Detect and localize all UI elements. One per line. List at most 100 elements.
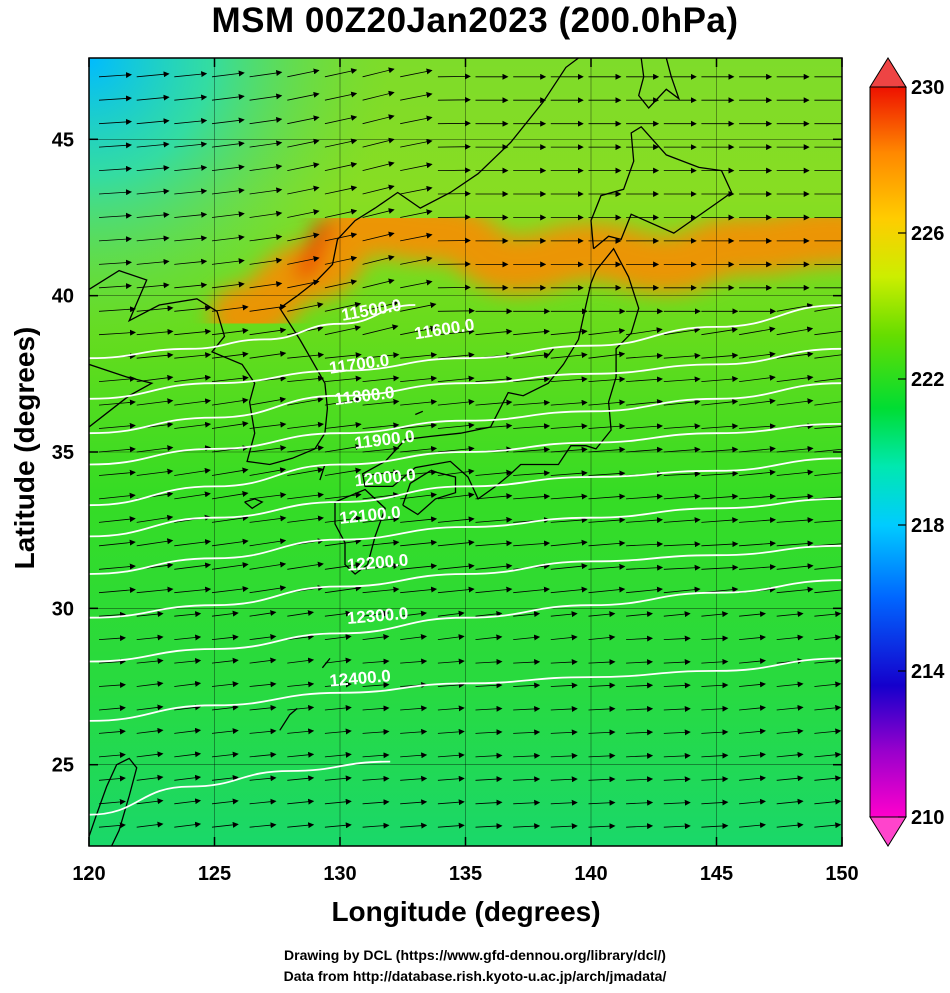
wind-arrow — [701, 398, 739, 406]
wind-arrow — [626, 705, 654, 712]
wind-arrow — [588, 729, 616, 736]
wind-arrow — [814, 330, 842, 336]
wind-arrow — [174, 798, 202, 805]
contour-line — [89, 657, 842, 722]
wind-arrow — [174, 658, 202, 664]
wind-arrow — [776, 303, 814, 312]
wind-arrow — [814, 751, 842, 758]
wind-arrow — [550, 659, 578, 666]
wind-arrow — [513, 540, 551, 547]
wind-arrow — [211, 234, 245, 242]
wind-arrow — [324, 562, 362, 570]
wind-arrow — [98, 329, 136, 336]
wind-arrow — [588, 540, 626, 547]
wind-arrow — [588, 399, 626, 406]
wind-arrow — [136, 141, 170, 148]
wind-arrow — [626, 327, 663, 336]
wind-arrow — [588, 823, 616, 830]
wind-arrow — [174, 71, 208, 78]
contour-line — [89, 347, 842, 435]
wind-arrow — [287, 232, 320, 242]
wind-arrow — [249, 257, 283, 265]
wind-arrow — [513, 446, 551, 453]
y-tick-label: 45 — [52, 129, 74, 151]
x-tick-label: 135 — [449, 863, 482, 885]
wind-arrow — [814, 306, 842, 312]
wind-arrow — [98, 72, 132, 79]
wind-arrow — [513, 799, 541, 806]
wind-arrow — [98, 375, 136, 382]
wind-arrow — [814, 496, 842, 500]
wind-arrow — [550, 517, 588, 524]
wind-arrow — [211, 140, 245, 148]
wind-arrow — [362, 752, 390, 759]
wind-arrow — [287, 610, 314, 617]
wind-arrow — [663, 705, 691, 712]
coastline — [637, 58, 681, 109]
wind-arrow — [249, 634, 277, 640]
wind-arrow — [739, 563, 776, 570]
wind-arrow — [701, 705, 729, 712]
wind-arrow — [626, 564, 664, 571]
wind-arrow — [513, 729, 541, 736]
wind-arrow — [211, 70, 245, 78]
wind-arrow — [362, 586, 400, 594]
wind-arrow — [663, 541, 701, 548]
coastline — [334, 488, 386, 575]
wind-arrow — [400, 375, 438, 382]
wind-arrow — [626, 399, 663, 406]
y-tick-label: 40 — [52, 286, 74, 308]
wind-arrow — [814, 354, 842, 359]
wind-arrow — [98, 422, 136, 429]
wind-arrow — [211, 281, 245, 289]
wind-arrow — [249, 467, 287, 476]
wind-arrow — [249, 515, 287, 523]
coastline — [590, 125, 733, 250]
wind-arrow — [287, 681, 315, 688]
wind-arrow — [550, 423, 588, 430]
wind-arrow — [362, 398, 400, 406]
wind-arrow — [550, 493, 588, 500]
wind-arrow — [98, 469, 136, 476]
wind-arrow — [437, 586, 475, 594]
wind-arrow — [739, 798, 766, 805]
wind-arrow — [249, 585, 287, 594]
colorbar-bottom-triangle — [869, 816, 907, 847]
wind-arrow — [249, 798, 277, 805]
wind-arrow — [776, 469, 814, 476]
wind-arrow — [588, 470, 626, 477]
wind-arrow — [550, 799, 578, 806]
wind-arrow — [588, 493, 626, 500]
wind-arrow — [98, 236, 132, 243]
wind-arrow — [98, 798, 126, 805]
wind-arrow — [663, 376, 701, 383]
wind-arrow — [550, 446, 588, 453]
wind-arrow — [136, 798, 164, 805]
wind-arrow — [814, 519, 842, 523]
wind-arrow — [324, 232, 358, 242]
wind-arrow — [249, 421, 287, 429]
wind-arrow — [287, 704, 315, 711]
wind-arrow — [249, 140, 283, 148]
wind-arrow — [174, 328, 212, 336]
wind-arrow — [550, 752, 578, 759]
contour-line — [89, 304, 416, 360]
wind-arrow — [287, 421, 324, 429]
colorbar-tick-label: 214 — [911, 661, 945, 683]
wind-arrow — [663, 729, 691, 736]
wind-arrow — [324, 634, 352, 640]
wind-arrow — [400, 822, 428, 829]
wind-arrow — [400, 138, 433, 148]
wind-arrow — [136, 468, 174, 476]
wind-arrow — [663, 399, 701, 406]
contour-line — [89, 544, 842, 619]
wind-arrow — [324, 610, 352, 617]
wind-arrow — [400, 256, 433, 265]
wind-arrow — [174, 680, 202, 687]
wind-arrow — [400, 279, 433, 289]
wind-arrow — [739, 611, 766, 618]
wind-arrow — [475, 376, 513, 383]
wind-arrow — [437, 634, 465, 640]
wind-arrow — [136, 235, 170, 242]
wind-arrow — [475, 540, 513, 547]
